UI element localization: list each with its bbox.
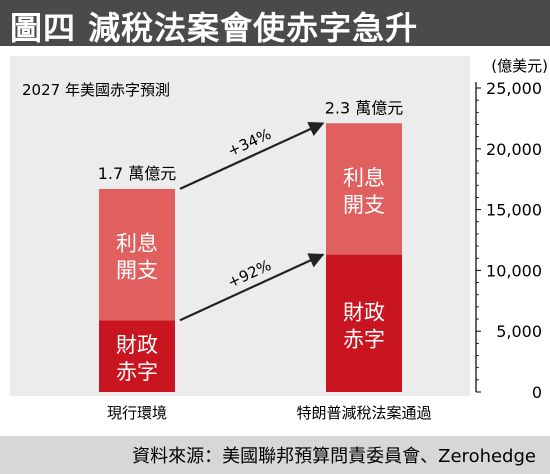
y-tick-label: 25,000 — [486, 79, 542, 98]
growth-label: +34% — [225, 125, 274, 161]
y-tick-label: 15,000 — [486, 201, 542, 220]
header-bar: 圖四 減稅法案會使赤字急升 — [0, 0, 550, 47]
bar-segment — [326, 254, 402, 392]
growth-label: +92% — [225, 256, 274, 292]
total-label: 1.7 萬億元 — [98, 164, 177, 183]
figure-title: 圖四 減稅法案會使赤字急升 — [10, 9, 419, 47]
chart-title: 2027 年美國赤字預測 — [22, 81, 170, 99]
y-tick-label: 20,000 — [486, 140, 542, 159]
bar-segment — [99, 320, 175, 392]
y-tick-label: 10,000 — [486, 261, 542, 280]
segment-label: 赤字 — [343, 327, 385, 351]
stacked-bar-chart: (億美元) 0 5,000 10,000 15,000 20,000 25,000 2027 … — [22, 57, 548, 422]
segment-label: 利息 — [116, 232, 158, 256]
bar-segment — [99, 188, 175, 321]
y-tick-label: 5,000 — [496, 322, 542, 341]
segment-label: 利息 — [343, 166, 385, 190]
segment-label: 赤字 — [116, 360, 158, 384]
segment-label: 財政 — [343, 300, 385, 324]
source-note: 資料來源：美國聯邦預算問責委員會、Zerohedge — [132, 446, 536, 467]
y-axis-unit: (億美元) — [491, 57, 548, 75]
growth-arrow — [179, 122, 325, 190]
segment-label: 開支 — [116, 259, 158, 283]
total-label: 2.3 萬億元 — [325, 98, 404, 117]
growth-arrow — [179, 253, 325, 322]
bar-segment — [326, 123, 402, 255]
y-tick-label: 0 — [532, 383, 542, 402]
category-label: 現行環境 — [107, 404, 167, 422]
segment-label: 財政 — [116, 333, 158, 357]
segment-label: 開支 — [343, 193, 385, 217]
category-label: 特朗普減稅法案通過 — [296, 404, 431, 422]
source-bar: 資料來源：美國聯邦預算問責委員會、Zerohedge — [0, 436, 550, 474]
